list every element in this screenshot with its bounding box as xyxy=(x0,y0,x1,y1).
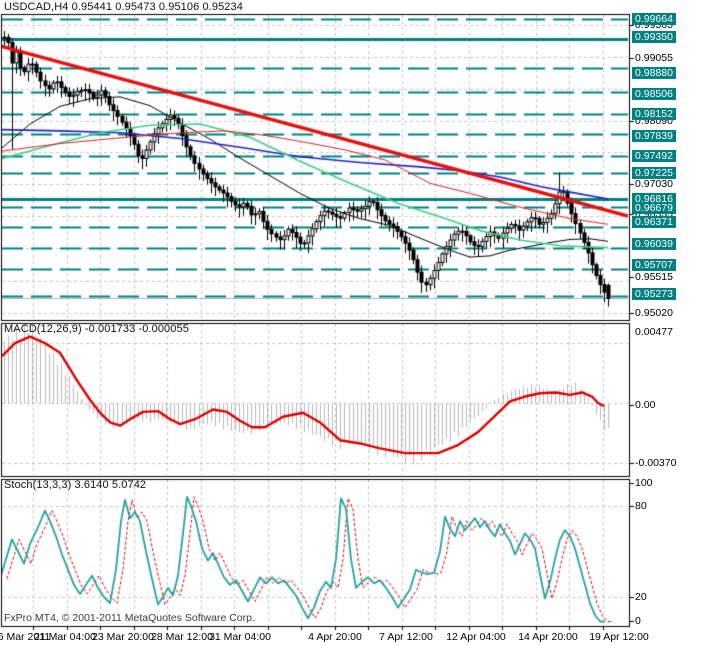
price-level-chip: 0.95273 xyxy=(632,288,676,300)
time-axis-label: 16 Mar 2011 xyxy=(0,631,51,643)
price-tick-label: 0.99055 xyxy=(634,52,674,64)
price-level-chip: 0.96371 xyxy=(632,216,676,228)
price-level-chip: 0.98152 xyxy=(632,108,676,120)
macd-tick-label: 0.00477 xyxy=(634,326,674,338)
price-tick-label: 0.95515 xyxy=(634,271,674,283)
macd-tick-label: 0.00 xyxy=(634,399,657,411)
price-level-chip: 0.96039 xyxy=(632,238,676,250)
price-level-chip: 0.95707 xyxy=(632,259,676,271)
price-tick-label: 0.97030 xyxy=(634,178,674,190)
time-axis-label: 28 Mar 12:00 xyxy=(151,631,213,643)
stoch-tick-label: 100 xyxy=(634,477,654,489)
time-axis-label: 19 Apr 12:00 xyxy=(589,631,649,643)
stoch-indicator-label: Stoch(13,3,3) 3.6140 5.0742 xyxy=(4,479,147,491)
time-axis-label: 31 Mar 04:00 xyxy=(209,631,271,643)
copyright-text: FxPro MT4, © 2001-2011 MetaQuotes Softwa… xyxy=(4,612,255,624)
stoch-tick-label: 80 xyxy=(634,500,648,512)
price-level-chip: 0.98880 xyxy=(632,67,676,79)
time-axis-label: 23 Mar 20:00 xyxy=(92,631,154,643)
time-axis-label: 14 Apr 20:00 xyxy=(518,631,578,643)
price-level-chip: 0.99664 xyxy=(632,13,676,25)
time-axis-label: 12 Apr 04:00 xyxy=(446,631,506,643)
price-level-chip: 0.97492 xyxy=(632,150,676,162)
time-axis-label: 7 Apr 12:00 xyxy=(379,631,433,643)
macd-indicator-label: MACD(12,26,9) -0.001733 -0.000055 xyxy=(4,323,189,335)
price-level-chip: 0.97839 xyxy=(632,130,676,142)
price-level-chip: 0.99350 xyxy=(632,31,676,43)
time-axis-label: 4 Apr 20:00 xyxy=(308,631,362,643)
price-level-chip: 0.97225 xyxy=(632,167,676,179)
price-level-chip: 0.98506 xyxy=(632,88,676,100)
chart-title-ohlc: USDCAD,H4 0.95441 0.95473 0.95106 0.9523… xyxy=(4,1,243,13)
macd-tick-label: -0.00370 xyxy=(634,457,678,469)
stoch-tick-label: 0 xyxy=(634,615,642,627)
price-level-chip: 0.96679 xyxy=(632,202,676,214)
price-tick-label: 0.95020 xyxy=(634,307,674,319)
stoch-tick-label: 20 xyxy=(634,591,648,603)
time-axis-label: 21 Mar 04:00 xyxy=(34,631,96,643)
